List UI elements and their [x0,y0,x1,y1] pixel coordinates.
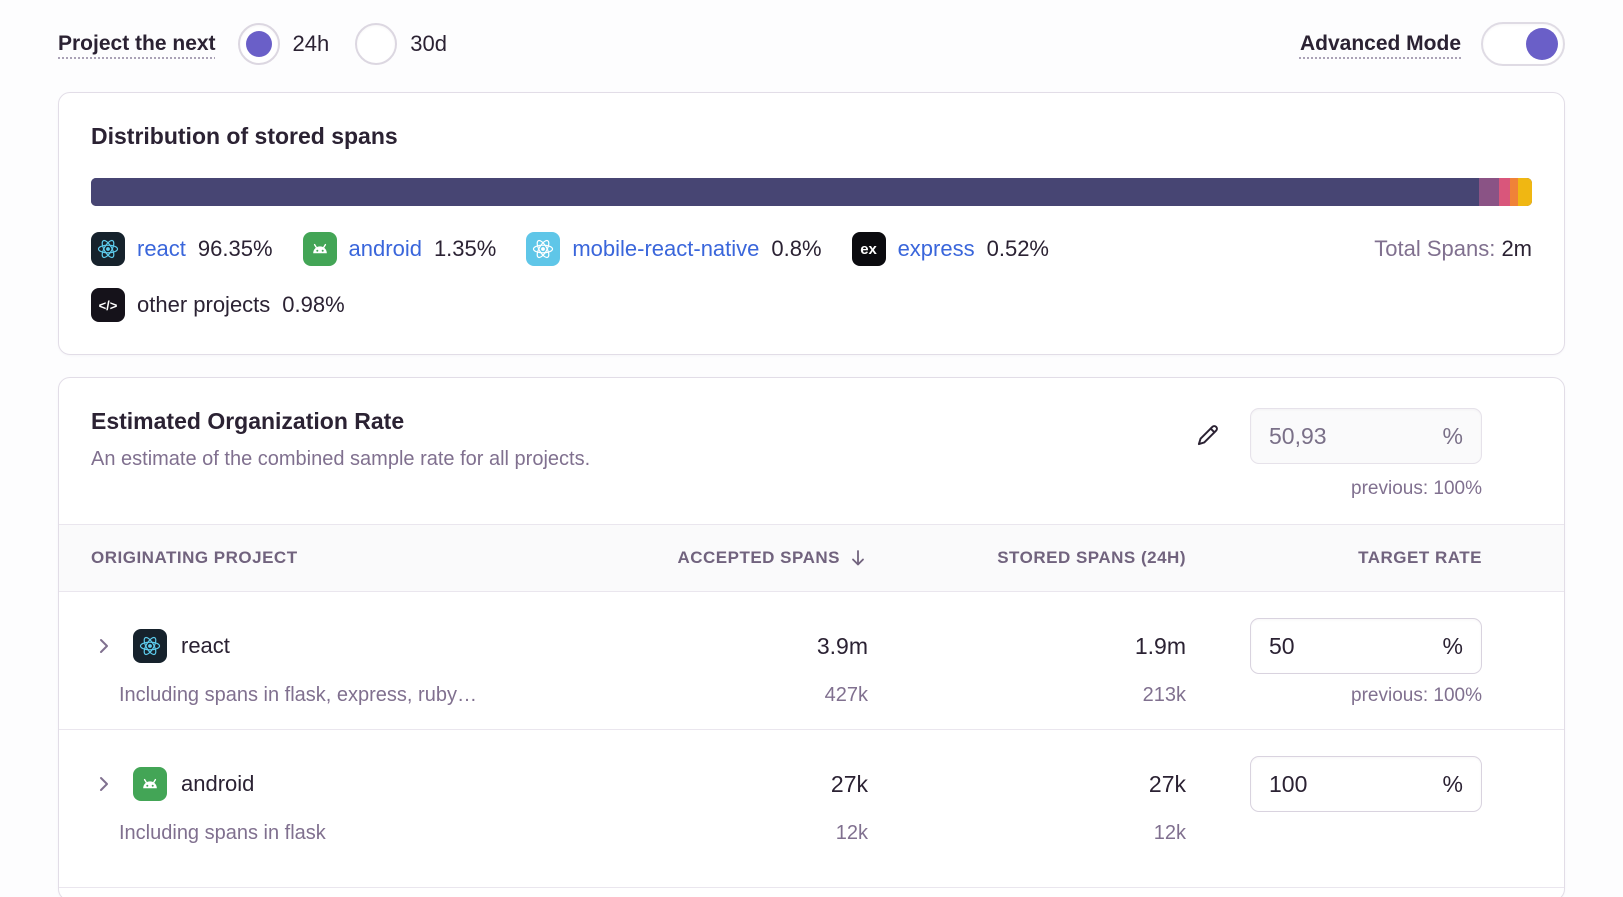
project-next-label: Project the next [58,32,216,55]
table-row-android: android 27k 27k % Including spans in fla… [59,730,1564,888]
advanced-mode-toggle[interactable] [1481,22,1565,66]
distribution-title: Distribution of stored spans [91,123,398,149]
distribution-card: Distribution of stored spans react 96.35… [58,92,1565,355]
period-option-24h[interactable]: 24h [237,23,330,65]
android-target-rate-input[interactable] [1269,770,1443,798]
project-name: react [181,633,230,658]
distribution-legend: react 96.35% android 1.35% [91,232,1532,322]
react-sub-label: Including spans in flask, express, ruby… [119,684,477,706]
legend-mobile-react-native-link[interactable]: mobile-react-native [572,236,760,261]
legend-react-link[interactable]: react [137,236,186,261]
org-rate-title: Estimated Organization Rate [91,408,405,434]
table-header-row: Originating Project Accepted Spans Store… [59,524,1564,592]
legend-express-link[interactable]: express [897,236,975,261]
legend-react-value: 96.35% [197,236,273,261]
legend-other-projects-label: other projects [137,292,271,317]
expand-react-chevron-icon[interactable] [91,633,117,659]
react-rate-percent-sign: % [1442,632,1463,659]
android-target-rate-box: % [1250,756,1482,812]
stored-spans-distribution-bar [91,178,1532,206]
radio-24h-selected-dot [245,31,272,57]
react-native-platform-icon [526,232,561,266]
android-platform-icon [133,767,167,801]
total-spans-label: Total Spans: [1374,236,1496,261]
org-rate-description: An estimate of the combined sample rate … [91,448,591,470]
legend-android-link[interactable]: android [348,236,422,261]
react-accepted-spans: 3.9m [816,632,868,659]
react-target-rate-box: % [1250,618,1482,674]
period-option-30d[interactable]: 30d [355,23,447,65]
react-target-rate-input[interactable] [1269,632,1443,660]
radio-24h-label[interactable]: 24h [292,31,330,56]
react-platform-icon [91,232,125,266]
legend-express-value: 0.52% [986,236,1049,261]
total-spans-value: 2m [1501,236,1532,261]
expand-android-chevron-icon[interactable] [91,771,117,797]
top-controls-bar: Project the next 24h 30d Advanced Mode [58,18,1565,70]
android-accepted-spans: 27k [830,770,868,797]
android-sub-stored: 12k [1153,822,1186,844]
header-accepted-spans[interactable]: Accepted Spans [677,548,868,568]
legend-item-react: react 96.35% [91,232,273,266]
table-row-react: react 3.9m 1.9m % Including spans in fla… [59,592,1564,730]
org-rate-input-box: % [1250,408,1482,464]
react-sub-stored: 213k [1142,684,1186,706]
react-rate-previous: previous: 100% [1351,684,1482,706]
legend-android-value: 1.35% [433,236,497,261]
react-stored-spans: 1.9m [1134,632,1186,659]
legend-mobile-react-native-value: 0.8% [771,236,822,261]
legend-other-projects-value: 0.98% [282,292,345,317]
android-rate-percent-sign: % [1442,770,1463,797]
org-rate-percent-sign: % [1442,422,1463,449]
legend-item-other-projects: </> other projects 0.98% [91,288,345,322]
organization-rate-card: Estimated Organization Rate An estimate … [58,377,1565,897]
edit-rate-button[interactable] [1190,417,1226,456]
distribution-segment-other-projects [1517,178,1532,206]
total-spans: Total Spans: 2m [1374,236,1532,262]
legend-item-express: ex express 0.52% [851,232,1049,266]
org-rate-previous: previous: 100% [1351,478,1482,499]
react-sub-accepted: 427k [824,684,868,706]
distribution-segment-android [1479,178,1499,206]
legend-item-mobile-react-native: mobile-react-native 0.8% [526,232,822,266]
express-platform-icon: ex [851,232,886,266]
advanced-mode-toggle-knob [1526,28,1558,60]
radio-30d-label[interactable]: 30d [410,31,447,56]
header-originating-project: Originating Project [91,548,298,567]
project-name: android [181,771,255,796]
android-sub-accepted: 12k [835,822,868,844]
distribution-segment-react [91,178,1480,206]
period-radio-group: 24h 30d [237,23,473,65]
pencil-icon [1194,424,1222,452]
android-stored-spans: 27k [1148,770,1186,797]
next-row-cut-off [59,888,1564,897]
header-target-rate: Target Rate [1358,548,1482,567]
header-stored-spans: Stored Spans (24h) [997,548,1186,567]
distribution-segment-mobile-react-native [1498,178,1511,206]
advanced-mode-label: Advanced Mode [1299,32,1461,55]
sort-descending-icon [848,548,868,568]
android-sub-label: Including spans in flask [119,822,326,844]
org-rate-input[interactable] [1269,422,1443,450]
android-platform-icon [302,232,337,266]
radio-24h[interactable] [237,23,280,65]
code-platform-icon: </> [91,288,125,322]
react-platform-icon [133,629,167,663]
radio-30d[interactable] [355,23,398,65]
distribution-segment-express [1510,178,1518,206]
legend-item-android: android 1.35% [302,232,497,266]
